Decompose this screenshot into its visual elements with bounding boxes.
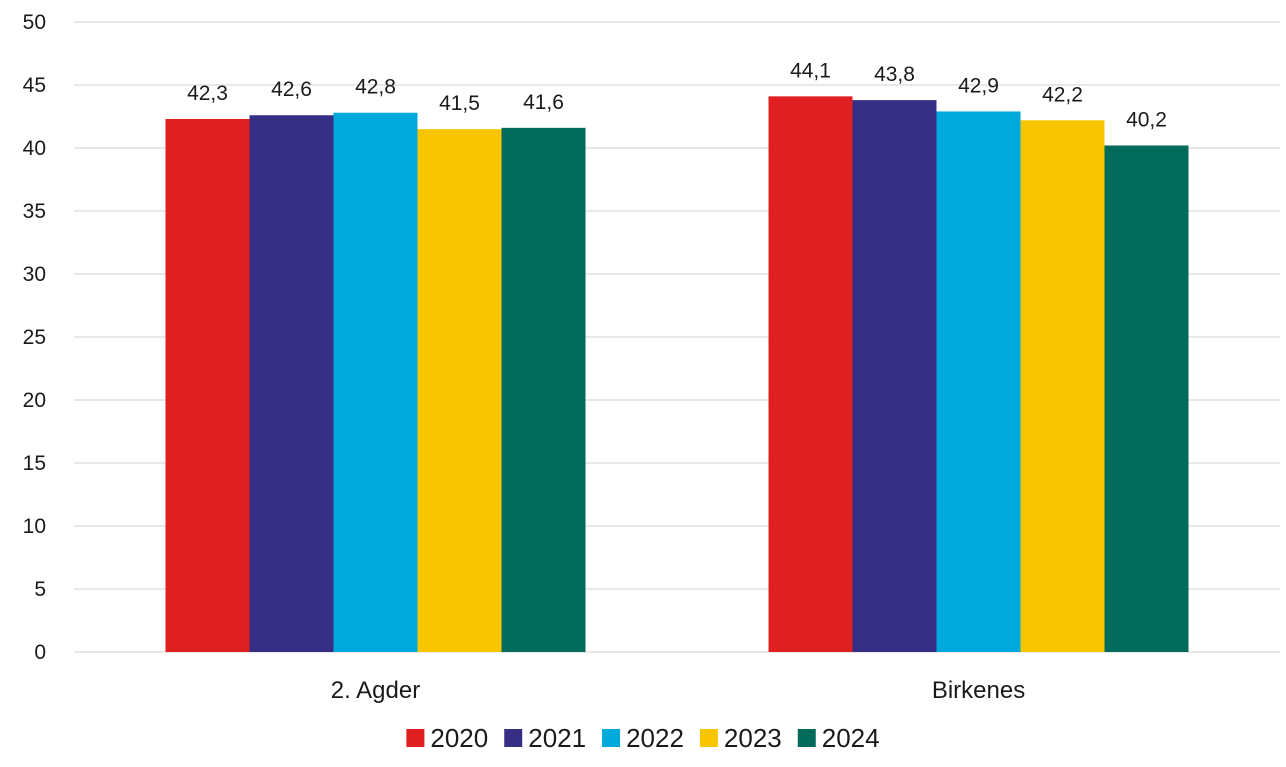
bar-2020-1: [768, 96, 853, 653]
y-axis-tick-labels: 0 5 10 15 20 25 30 35 40 45 50: [23, 11, 46, 664]
data-label: 42,8: [355, 76, 396, 99]
legend-label: 2022: [626, 723, 684, 753]
data-label: 42,6: [271, 78, 312, 101]
y-tick-label: 25: [23, 326, 46, 349]
data-label: 44,1: [790, 59, 831, 82]
bar-2020-0: [165, 119, 250, 652]
legend-swatch-2021: [504, 729, 523, 747]
bar-2021-1: [852, 100, 937, 653]
y-tick-label: 30: [23, 263, 46, 286]
bar-2021-0: [249, 115, 334, 653]
bar-2023-1: [1020, 120, 1105, 652]
y-tick-label: 15: [23, 452, 46, 475]
y-tick-label: 5: [34, 578, 46, 601]
legend: 2020 2021 2022 2023 2024: [406, 723, 880, 753]
legend-swatch-2020: [406, 729, 425, 747]
data-label: 43,8: [874, 63, 915, 86]
bar-2022-1: [936, 111, 1021, 652]
y-tick-label: 45: [23, 74, 46, 97]
data-label: 42,2: [1042, 83, 1083, 106]
y-tick-label: 40: [23, 137, 46, 160]
legend-label: 2020: [430, 723, 488, 753]
category-label: Birkenes: [932, 677, 1025, 704]
y-tick-label: 20: [23, 389, 46, 412]
legend-label: 2024: [822, 723, 880, 753]
data-label: 40,2: [1126, 108, 1167, 131]
legend-swatch-2023: [699, 729, 718, 747]
y-tick-label: 10: [23, 515, 46, 538]
category-labels: 2. Agder Birkenes: [331, 677, 1025, 704]
data-label: 41,5: [439, 92, 480, 115]
bar-2024-1: [1104, 145, 1189, 653]
bar-2024-0: [501, 127, 586, 653]
y-tick-label: 35: [23, 200, 46, 223]
bar-2023-0: [417, 129, 502, 653]
legend-label: 2023: [724, 723, 782, 753]
category-label: 2. Agder: [331, 677, 420, 704]
legend-label: 2021: [528, 723, 586, 753]
data-labels: 42,3 42,6 42,8 41,5 41,6 44,1 43,8 42,9 42,2 40,2: [187, 59, 1167, 131]
data-label: 42,9: [958, 74, 999, 97]
bars: [165, 96, 1189, 653]
data-label: 42,3: [187, 82, 228, 105]
y-tick-label: 50: [23, 11, 46, 34]
y-tick-label: 0: [34, 641, 46, 664]
legend-swatch-2022: [602, 729, 621, 747]
bar-2022-0: [333, 112, 418, 653]
legend-swatch-2024: [797, 729, 816, 747]
data-label: 41,6: [523, 91, 564, 114]
